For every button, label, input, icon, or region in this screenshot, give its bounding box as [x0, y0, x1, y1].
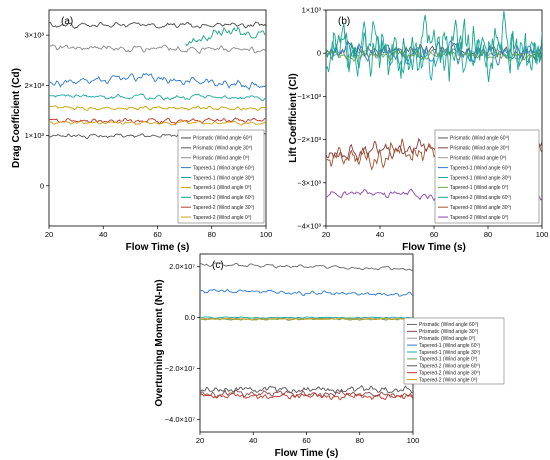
- y-tick-label: 1×10³: [25, 131, 45, 140]
- legend-entry: Tapered-2 (Wind angle 60⁰): [419, 364, 481, 370]
- legend-box: [434, 129, 540, 224]
- legend-entry: Prismatic (Wind angle 60⁰): [419, 322, 479, 328]
- x-tick-label: 80: [208, 230, 216, 239]
- series-line-tapered-1-wind-angle-60: [200, 288, 413, 297]
- y-tick-label: −4×10³: [297, 222, 321, 231]
- legend-box: [403, 317, 505, 385]
- x-axis-title: Flow Time (s): [275, 448, 339, 459]
- series-line-tapered-1-wind-angle-30: [49, 93, 266, 102]
- legend-entry: Prismatic (Wind angle 0⁰): [419, 336, 476, 342]
- series-line-tapered-1-wind-angle-0: [49, 105, 266, 111]
- y-tick-label: −2.0×10⁷: [165, 364, 196, 373]
- series-line-prismatic-wind-angle-0: [49, 44, 266, 55]
- x-tick-label: 20: [196, 436, 204, 445]
- y-axis-title: Lift Coefficient (Cl): [288, 73, 299, 162]
- series-line-prismatic-wind-angle-60: [200, 262, 413, 271]
- series-line-prismatic-wind-angle-60: [49, 21, 266, 29]
- legend-entry: Tapered-2 (Wind angle 30⁰): [450, 205, 512, 211]
- y-axis-title: Overturning Moment (N-m): [154, 279, 165, 406]
- x-tick-label: 20: [45, 230, 53, 239]
- legend-entry: Tapered-2 (Wind angle 30⁰): [193, 205, 255, 211]
- legend: Prismatic (Wind angle 60⁰) Prismatic (Win…: [177, 129, 265, 224]
- series-line-prismatic-wind-angle-30: [200, 389, 413, 399]
- y-tick-label: −2×10³: [297, 135, 321, 144]
- y-tick-label: −4.0×10⁷: [165, 415, 196, 424]
- series-line-tapered-1-wind-angle-30: [200, 316, 413, 319]
- x-tick-label: 40: [99, 230, 107, 239]
- y-tick-label: 3×10³: [25, 31, 45, 40]
- legend-entry: Tapered-2 (Wind angle 0⁰): [193, 215, 252, 221]
- y-tick-label: −3×10³: [297, 178, 321, 187]
- legend-entry: Prismatic (Wind angle 60⁰): [450, 136, 510, 142]
- legend-entry: Tapered-1 (Wind angle 60⁰): [450, 165, 512, 171]
- chart-panel-3: 20 40 60 80 100 2.0×10⁷ 0.0 −2.0×10⁷ −4.0×10⁷ Flo…: [154, 253, 505, 459]
- series-line-tapered-2-wind-angle-0: [200, 317, 413, 321]
- legend-entry: Tapered-2 (Wind angle 0⁰): [419, 377, 478, 383]
- x-axis-title: Flow Time (s): [402, 242, 466, 253]
- series-line-tapered-2-wind-angle-60: [185, 26, 266, 47]
- y-tick-label: 0: [317, 49, 321, 58]
- legend: Prismatic (Wind angle 60⁰)Prismatic (Win…: [403, 317, 505, 385]
- legend-entry: Tapered-1 (Wind angle 0⁰): [450, 185, 509, 191]
- y-tick-label: −1×10³: [297, 92, 321, 101]
- x-axis-title: Flow Time (s): [126, 242, 190, 253]
- y-tick-label: 1×10³: [302, 6, 322, 15]
- legend-box: [177, 129, 265, 224]
- legend-entry: Tapered-2 (Wind angle 60⁰): [450, 195, 512, 201]
- legend-entry: Prismatic (Wind angle 0⁰): [450, 156, 507, 162]
- series-line-tapered-1-wind-angle-0: [326, 49, 542, 62]
- x-tick-label: 80: [484, 230, 492, 239]
- legend-entry: Prismatic (Wind angle 30⁰): [193, 146, 253, 152]
- panel-label: (b): [338, 16, 350, 27]
- x-tick-label: 100: [260, 230, 273, 239]
- legend-entry: Tapered-1 (Wind angle 30⁰): [419, 350, 481, 356]
- legend-entry: Prismatic (Wind angle 60⁰): [193, 136, 253, 142]
- y-tick-label: 2×10³: [25, 81, 45, 90]
- legend-entry: Tapered-1 (Wind angle 30⁰): [450, 175, 512, 181]
- legend-entry: Tapered-1 (Wind angle 60⁰): [193, 165, 255, 171]
- legend-entry: Tapered-1 (Wind angle 30⁰): [193, 175, 255, 181]
- y-tick-label: 2.0×10⁷: [169, 262, 195, 271]
- legend-entry: Prismatic (Wind angle 0⁰): [193, 156, 250, 162]
- y-tick-label: 0.0: [185, 313, 195, 322]
- legend-entry: Tapered-2 (Wind angle 0⁰): [450, 215, 509, 221]
- legend-entry: Tapered-1 (Wind angle 60⁰): [419, 343, 481, 349]
- y-tick-label: 0: [40, 181, 44, 190]
- x-tick-label: 60: [430, 230, 438, 239]
- x-tick-label: 80: [356, 436, 364, 445]
- legend-entry: Tapered-1 (Wind angle 0⁰): [419, 357, 478, 363]
- chart-panel-2: 20 40 60 80 100 1×10³ 0 −1×10³ −2×10³ −3×10³ −4×10…: [288, 6, 548, 254]
- y-axis-title: Drag Coefficient (Cd): [11, 68, 22, 168]
- plot-frame: [199, 253, 414, 433]
- panel-label: (a): [61, 16, 73, 27]
- legend-entry: Prismatic (Wind angle 30⁰): [450, 146, 510, 152]
- series-line-tapered-1-wind-angle-60: [49, 72, 266, 91]
- legend-entry: Tapered-1 (Wind angle 0⁰): [193, 185, 252, 191]
- series-line-tapered-1-wind-angle-60: [326, 40, 542, 66]
- x-tick-label: 40: [249, 436, 257, 445]
- x-tick-label: 40: [376, 230, 384, 239]
- series-line-tapered-2-wind-angle-60: [326, 11, 542, 82]
- x-tick-label: 100: [536, 230, 549, 239]
- legend-entry: Prismatic (Wind angle 30⁰): [419, 329, 479, 335]
- x-tick-label: 100: [407, 436, 420, 445]
- series-line-tapered-2-wind-angle-60: [200, 385, 413, 394]
- chart-panel-1: 20 40 60 80 100 0 1×10³ 2×10³ 3×10³ Flow Time (s)…: [11, 9, 273, 253]
- series-line-tapered-2-wind-angle-30: [200, 392, 413, 401]
- series-line-tapered-2-wind-angle-30: [49, 117, 266, 125]
- x-tick-label: 60: [302, 436, 310, 445]
- panel-label: (c): [212, 260, 224, 271]
- x-tick-label: 60: [153, 230, 161, 239]
- series-line-tapered-2-wind-angle-0: [49, 119, 266, 126]
- legend-entry: Tapered-2 (Wind angle 60⁰): [193, 195, 255, 201]
- x-tick-label: 20: [322, 230, 330, 239]
- legend-entry: Tapered-2 (Wind angle 30⁰): [419, 370, 481, 376]
- legend: Prismatic (Wind angle 60⁰) Prismatic (Win…: [434, 129, 540, 224]
